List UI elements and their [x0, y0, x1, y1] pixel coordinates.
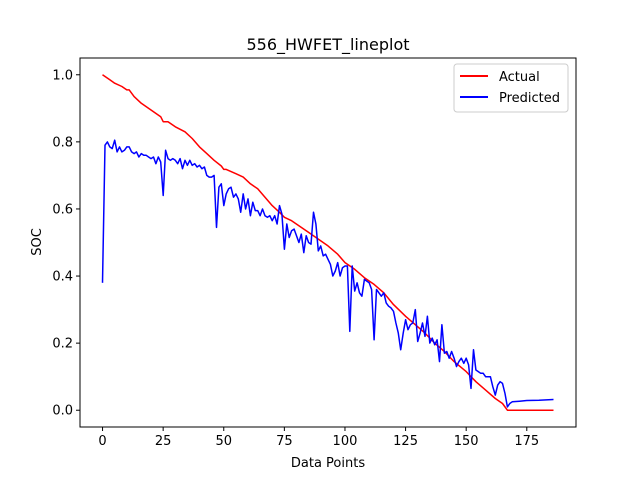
- series-line-actual: [102, 74, 554, 411]
- x-tick-label: 50: [215, 434, 232, 449]
- x-axis-label: Data Points: [291, 456, 365, 471]
- y-tick-label: 1.0: [52, 68, 73, 83]
- x-tick-label: 0: [98, 434, 106, 449]
- y-axis-label: SOC: [30, 228, 45, 256]
- x-tick-label: 75: [276, 434, 293, 449]
- chart-title: 556_HWFET_lineplot: [246, 35, 409, 55]
- x-tick-label: 175: [514, 434, 539, 449]
- x-tick-label: 150: [454, 434, 479, 449]
- y-tick-label: 0.0: [52, 404, 73, 419]
- y-tick-label: 0.4: [52, 270, 73, 285]
- y-tick-label: 0.2: [52, 337, 73, 352]
- legend-label-predicted: Predicted: [499, 91, 560, 106]
- legend: Actual Predicted: [453, 63, 569, 113]
- x-tick-label: 100: [333, 434, 358, 449]
- plot-frame: [79, 57, 577, 428]
- y-axis: 0.0 0.2 0.4 0.6 0.8 1.0: [52, 68, 80, 419]
- x-tick-label: 125: [393, 434, 418, 449]
- plot-area: [101, 74, 554, 411]
- series-line-predicted: [101, 139, 554, 408]
- x-tick-label: 25: [155, 434, 172, 449]
- y-tick-label: 0.8: [52, 135, 73, 150]
- x-axis: 0 25 50 75 100 125 150 175: [98, 427, 539, 449]
- y-tick-label: 0.6: [52, 202, 73, 217]
- legend-label-actual: Actual: [499, 70, 540, 85]
